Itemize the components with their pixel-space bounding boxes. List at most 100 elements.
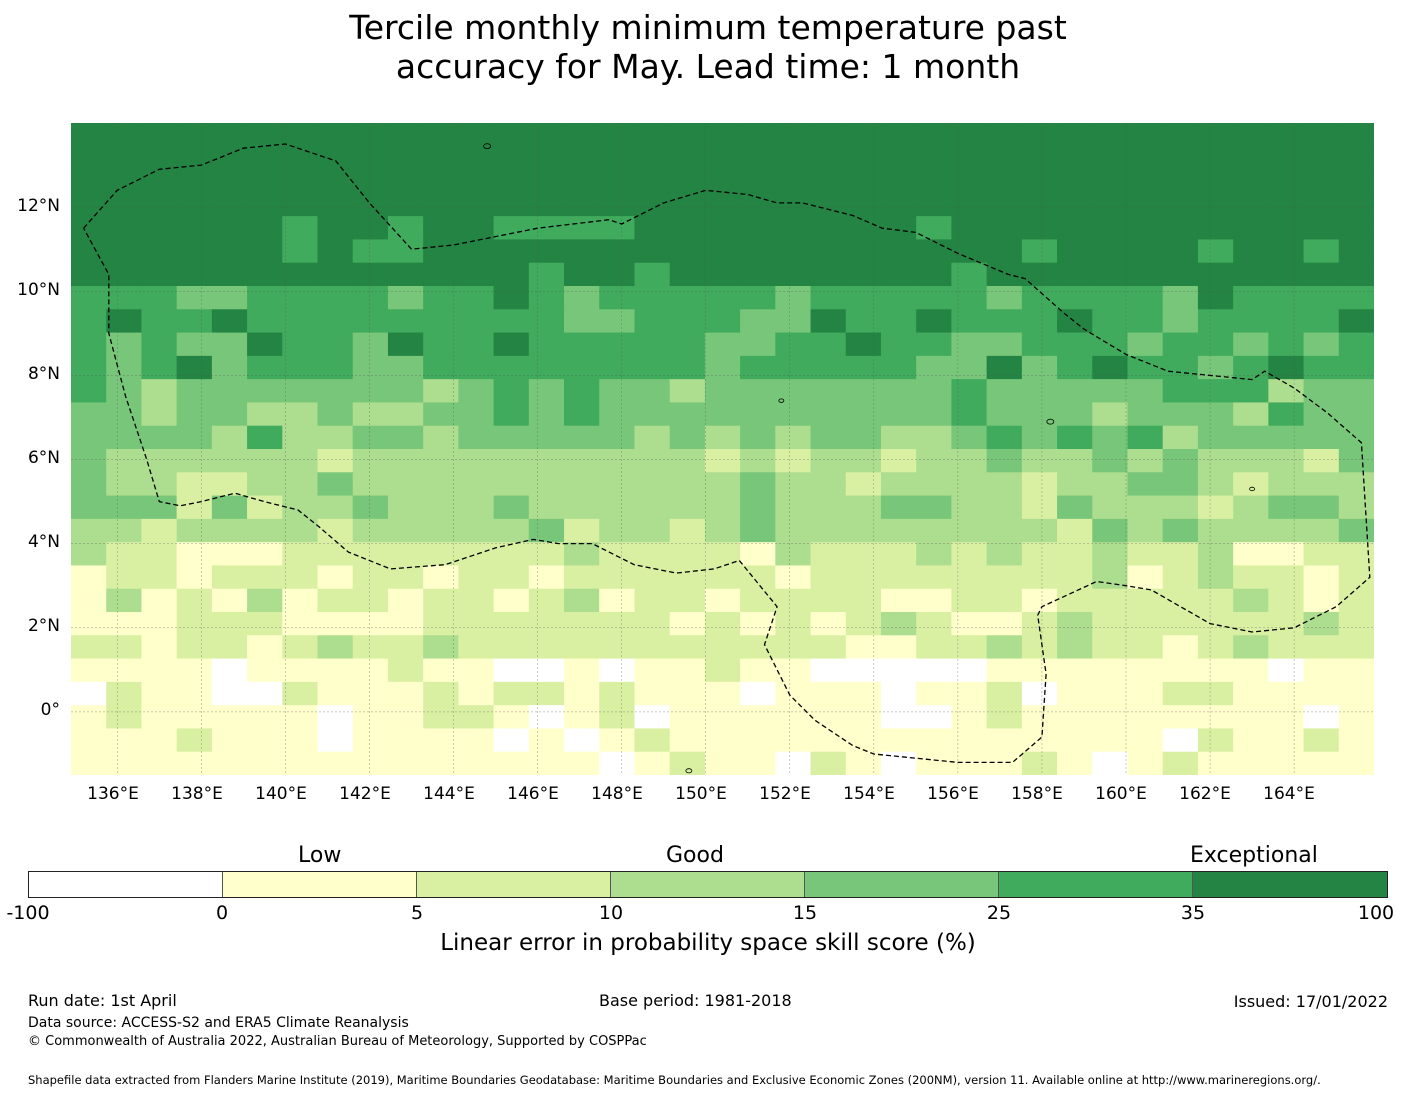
skill-cell <box>423 123 459 147</box>
skill-cell <box>599 286 636 310</box>
skill-cell <box>387 146 424 171</box>
skill-cell <box>1021 495 1058 520</box>
skill-cell <box>282 588 319 613</box>
skill-cell <box>458 216 495 241</box>
skill-cell <box>775 192 812 217</box>
skill-cell <box>211 612 248 636</box>
skill-cell <box>704 216 741 241</box>
skill-cell <box>493 565 530 590</box>
skill-cell <box>1233 495 1269 520</box>
skill-cell <box>704 728 741 753</box>
skill-cell <box>352 681 389 706</box>
skill-cell <box>1127 216 1164 241</box>
skill-cell <box>141 588 178 613</box>
skill-cell <box>317 146 354 171</box>
skill-cell <box>704 612 741 636</box>
skill-cell <box>669 286 706 310</box>
skill-cell <box>775 123 812 147</box>
skill-cell <box>986 332 1023 357</box>
skill-cell <box>1127 635 1164 660</box>
skill-cell <box>1338 402 1374 427</box>
skill-cell <box>1233 518 1269 543</box>
skill-cell <box>1303 449 1340 473</box>
skill-cell <box>1233 658 1269 683</box>
skill-cell <box>1303 192 1340 217</box>
run-date: Run date: 1st April <box>28 991 177 1010</box>
skill-cell <box>1303 728 1340 753</box>
skill-cell <box>564 192 600 217</box>
skill-cell <box>71 681 107 706</box>
skill-cell <box>528 286 565 310</box>
skill-cell <box>704 239 741 264</box>
skill-cell <box>458 518 495 543</box>
skill-cell <box>1303 705 1340 730</box>
skill-cell <box>775 705 812 730</box>
skill-cell <box>704 309 741 334</box>
skill-cell <box>458 262 495 287</box>
skill-cell <box>564 449 600 473</box>
skill-cell <box>352 262 389 287</box>
skill-cell <box>1268 425 1305 450</box>
skill-cell <box>845 332 882 357</box>
skill-cell <box>916 286 953 310</box>
skill-cell <box>704 425 741 450</box>
skill-cell <box>1092 379 1129 404</box>
skill-cell <box>211 635 248 660</box>
skill-cell <box>810 402 847 427</box>
skill-cell <box>810 239 847 264</box>
skill-cell <box>951 216 988 241</box>
skill-cell <box>352 239 389 264</box>
skill-cell <box>71 402 107 427</box>
skill-cell <box>352 146 389 171</box>
skill-cell <box>106 332 143 357</box>
skill-cell <box>1162 681 1199 706</box>
lat-label: 0° <box>40 700 60 720</box>
skill-cell <box>141 449 178 473</box>
skill-cell <box>951 681 988 706</box>
skill-cell <box>1268 216 1305 241</box>
skill-cell <box>176 379 213 404</box>
lat-label: 8°N <box>27 364 60 384</box>
skill-cell <box>951 542 988 567</box>
skill-cell <box>1233 425 1269 450</box>
skill-cell <box>669 146 706 171</box>
skill-cell <box>634 705 671 730</box>
lon-label: 138°E <box>171 784 223 804</box>
skill-cell <box>106 379 143 404</box>
island-outline <box>778 398 785 403</box>
skill-cell <box>1197 146 1234 171</box>
skill-cell <box>986 635 1023 660</box>
skill-cell <box>810 146 847 171</box>
skill-cell <box>387 658 424 683</box>
skill-cell <box>669 658 706 683</box>
skill-cell <box>775 612 812 636</box>
skill-cell <box>528 728 565 753</box>
skill-cell <box>106 565 143 590</box>
skill-cell <box>1162 402 1199 427</box>
skill-cell <box>247 169 283 194</box>
skill-cell <box>1092 146 1129 171</box>
skill-cell <box>1303 635 1340 660</box>
skill-cell <box>458 286 495 310</box>
skill-cell <box>1338 239 1374 264</box>
skill-cell <box>986 286 1023 310</box>
skill-cell <box>1268 588 1305 613</box>
skill-cell <box>458 728 495 753</box>
skill-cell <box>775 425 812 450</box>
skill-cell <box>71 239 107 264</box>
skill-cell <box>740 355 776 380</box>
skill-cell <box>1092 262 1129 287</box>
skill-cell <box>951 658 988 683</box>
skill-cell <box>1233 332 1269 357</box>
skill-cell <box>1021 262 1058 287</box>
skill-cell <box>810 216 847 241</box>
category-good: Good <box>666 843 724 868</box>
skill-cell <box>564 355 600 380</box>
skill-cell <box>106 472 143 497</box>
skill-cell <box>247 565 283 590</box>
skill-cell <box>387 449 424 473</box>
skill-cell <box>810 565 847 590</box>
skill-cell <box>1268 635 1305 660</box>
skill-cell <box>387 681 424 706</box>
skill-cell <box>599 658 636 683</box>
